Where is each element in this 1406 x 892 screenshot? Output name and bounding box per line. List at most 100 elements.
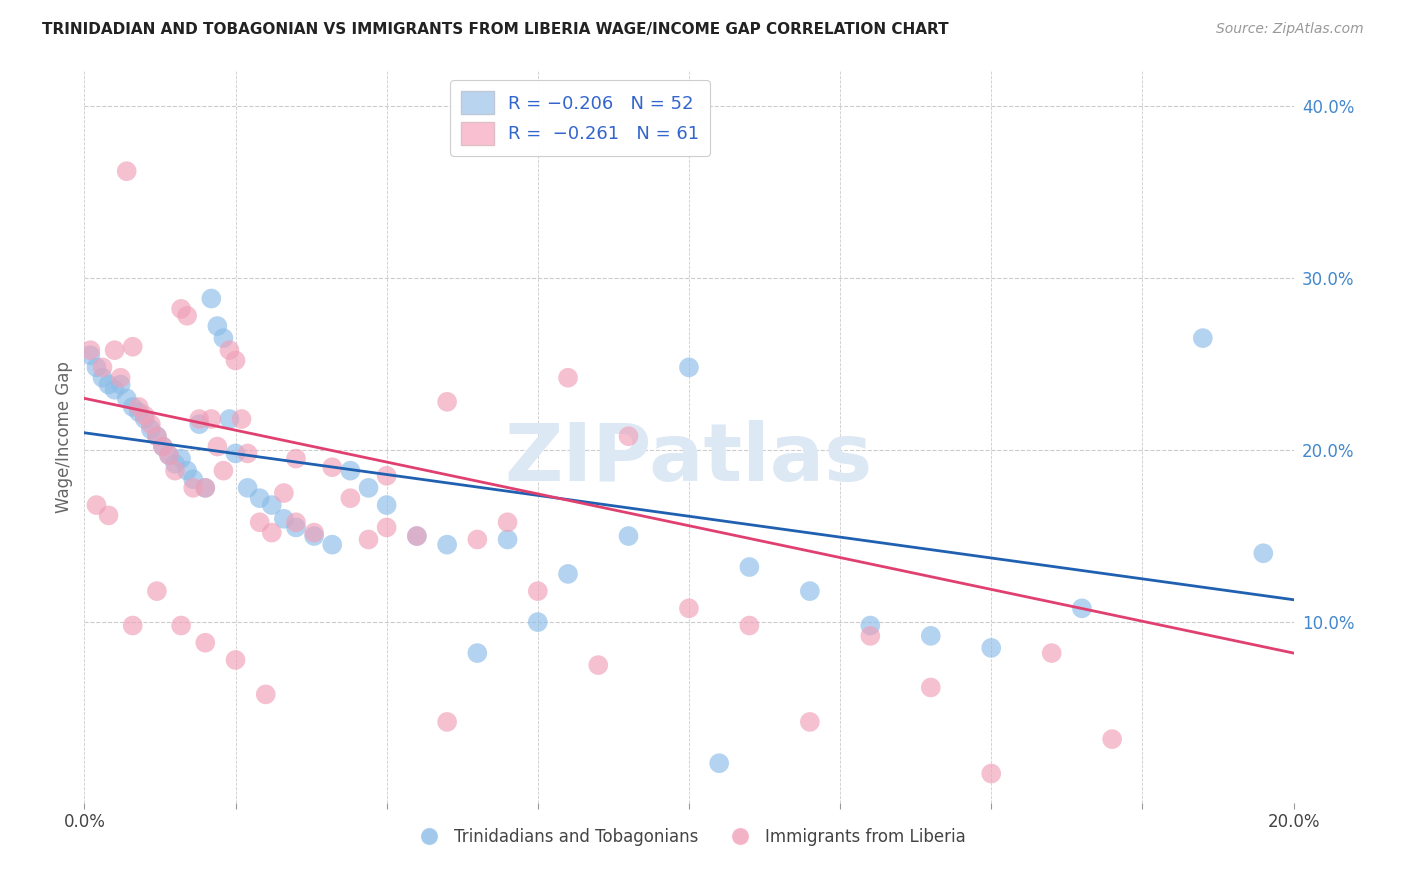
Point	[218, 343, 240, 358]
Point	[527, 584, 550, 599]
Point	[436, 714, 458, 729]
Text: ZIPatlas: ZIPatlas	[505, 420, 873, 498]
Point	[436, 394, 458, 409]
Point	[139, 422, 162, 436]
Point	[249, 491, 271, 505]
Point	[236, 481, 259, 495]
Point	[176, 309, 198, 323]
Point	[436, 538, 458, 552]
Point	[1101, 732, 1123, 747]
Point	[527, 615, 550, 629]
Point	[134, 412, 156, 426]
Point	[212, 464, 235, 478]
Point	[260, 498, 283, 512]
Point	[302, 529, 325, 543]
Point	[980, 766, 1002, 780]
Point	[121, 618, 143, 632]
Point	[115, 392, 138, 406]
Point	[799, 584, 821, 599]
Y-axis label: Wage/Income Gap: Wage/Income Gap	[55, 361, 73, 513]
Point	[496, 516, 519, 530]
Point	[236, 446, 259, 460]
Point	[467, 646, 489, 660]
Point	[139, 417, 162, 432]
Point	[260, 525, 283, 540]
Point	[170, 301, 193, 316]
Point	[859, 618, 882, 632]
Point	[128, 405, 150, 419]
Point	[1192, 331, 1215, 345]
Point	[207, 319, 229, 334]
Point	[86, 498, 108, 512]
Point	[218, 412, 240, 426]
Point	[128, 400, 150, 414]
Point	[738, 560, 761, 574]
Point	[1253, 546, 1275, 560]
Point	[200, 292, 222, 306]
Point	[678, 360, 700, 375]
Point	[110, 377, 132, 392]
Point	[273, 486, 295, 500]
Point	[321, 460, 343, 475]
Point	[375, 520, 398, 534]
Point	[115, 164, 138, 178]
Point	[231, 412, 253, 426]
Legend: Trinidadians and Tobagonians, Immigrants from Liberia: Trinidadians and Tobagonians, Immigrants…	[405, 822, 973, 853]
Point	[91, 360, 114, 375]
Point	[285, 520, 308, 534]
Text: TRINIDADIAN AND TOBAGONIAN VS IMMIGRANTS FROM LIBERIA WAGE/INCOME GAP CORRELATIO: TRINIDADIAN AND TOBAGONIAN VS IMMIGRANTS…	[42, 22, 949, 37]
Point	[302, 525, 325, 540]
Point	[121, 340, 143, 354]
Point	[678, 601, 700, 615]
Point	[79, 348, 101, 362]
Point	[406, 529, 429, 543]
Point	[97, 377, 120, 392]
Point	[104, 383, 127, 397]
Point	[212, 331, 235, 345]
Point	[225, 653, 247, 667]
Point	[146, 584, 169, 599]
Point	[357, 481, 380, 495]
Point	[375, 468, 398, 483]
Point	[134, 409, 156, 423]
Point	[194, 636, 217, 650]
Point	[170, 618, 193, 632]
Point	[181, 472, 204, 486]
Point	[181, 481, 204, 495]
Point	[339, 464, 361, 478]
Point	[121, 400, 143, 414]
Point	[406, 529, 429, 543]
Point	[375, 498, 398, 512]
Point	[146, 429, 169, 443]
Point	[709, 756, 731, 771]
Point	[859, 629, 882, 643]
Point	[104, 343, 127, 358]
Point	[467, 533, 489, 547]
Point	[321, 538, 343, 552]
Point	[97, 508, 120, 523]
Point	[225, 446, 247, 460]
Point	[194, 481, 217, 495]
Point	[225, 353, 247, 368]
Point	[920, 681, 942, 695]
Point	[1071, 601, 1094, 615]
Point	[980, 640, 1002, 655]
Point	[557, 566, 579, 581]
Point	[188, 412, 211, 426]
Point	[1040, 646, 1063, 660]
Point	[91, 370, 114, 384]
Point	[170, 451, 193, 466]
Point	[165, 464, 187, 478]
Point	[357, 533, 380, 547]
Point	[285, 451, 308, 466]
Point	[194, 481, 217, 495]
Point	[152, 440, 174, 454]
Point	[157, 448, 180, 462]
Point	[617, 529, 640, 543]
Point	[249, 516, 271, 530]
Point	[200, 412, 222, 426]
Point	[188, 417, 211, 432]
Point	[176, 464, 198, 478]
Point	[146, 429, 169, 443]
Point	[588, 658, 610, 673]
